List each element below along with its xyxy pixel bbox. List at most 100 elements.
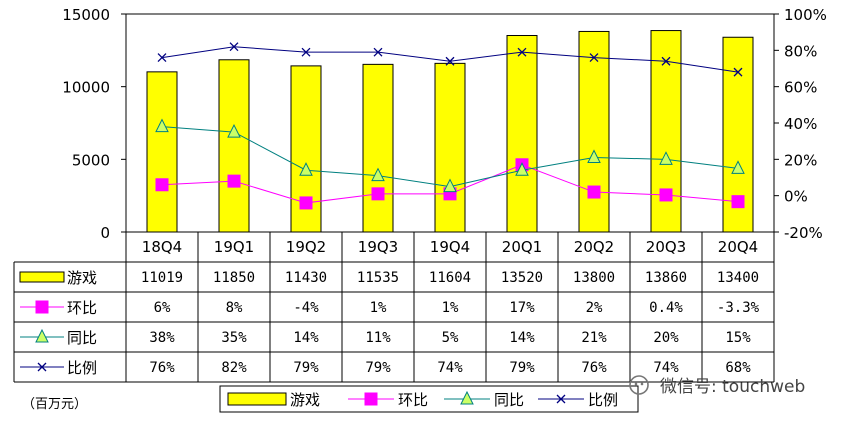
table-cell: 79% — [509, 360, 535, 376]
left-axis-tick-label: 0 — [100, 224, 110, 242]
legend-label-游戏: 游戏 — [290, 391, 320, 409]
point-比例-19Q4 — [445, 56, 455, 66]
bar-19Q4 — [434, 62, 466, 233]
row-key-游戏 — [19, 271, 65, 283]
table-cell: 82% — [221, 360, 247, 376]
table-cell: 38% — [149, 330, 175, 346]
right-axis-tick-label: 0% — [784, 188, 808, 206]
table-cell: 1% — [442, 300, 459, 316]
table-cell: 11019 — [141, 270, 183, 286]
table-cell: 13800 — [573, 270, 615, 286]
right-axis-tick-label: 60% — [784, 79, 817, 97]
point-同比-20Q4 — [731, 160, 745, 174]
legend-key-游戏 — [227, 392, 287, 406]
table-cell: 21% — [581, 330, 607, 346]
bar-19Q3 — [362, 63, 394, 233]
bar-20Q1 — [506, 35, 538, 233]
table-cell: 13520 — [501, 270, 543, 286]
row-label-同比: 同比 — [67, 329, 97, 347]
table-cell: -4% — [293, 300, 319, 316]
table-cell: 74% — [437, 360, 463, 376]
point-环比-19Q1 — [227, 174, 241, 188]
row-label-环比: 环比 — [67, 299, 97, 317]
right-axis-tick-label: 20% — [784, 151, 817, 169]
point-比例-20Q1 — [517, 47, 527, 57]
legend-box — [219, 385, 639, 413]
right-axis-tick-label: 100% — [784, 6, 827, 24]
point-同比-19Q1 — [227, 123, 241, 138]
wechat-icon — [629, 375, 649, 395]
point-比例-19Q2 — [301, 47, 311, 57]
table-cell: 76% — [581, 360, 607, 376]
table-cell: 11430 — [285, 270, 327, 286]
table-cell: 20% — [653, 330, 679, 346]
point-环比-20Q4 — [731, 195, 745, 209]
point-比例-20Q4 — [733, 67, 743, 77]
table-cell: 11850 — [213, 270, 255, 286]
category-label: 19Q3 — [358, 238, 398, 256]
table-cell: 14% — [293, 330, 319, 346]
left-axis-tick-label: 10000 — [62, 79, 110, 97]
point-同比-19Q4 — [443, 178, 457, 193]
point-比例-19Q1 — [229, 42, 239, 52]
category-label: 19Q2 — [286, 238, 326, 256]
point-比例-19Q3 — [373, 47, 383, 57]
right-axis-tick-label: 40% — [784, 115, 817, 133]
point-环比-19Q3 — [371, 187, 385, 201]
table-cell: 0.4% — [649, 300, 683, 316]
row-key-marker-比例 — [37, 362, 47, 372]
category-label: 20Q2 — [574, 238, 614, 256]
table-cell: 2% — [586, 300, 603, 316]
legend-label-环比: 环比 — [398, 391, 428, 409]
point-比例-20Q2 — [589, 53, 599, 63]
point-环比-18Q4 — [155, 178, 169, 192]
table-cell: 8% — [226, 300, 243, 316]
point-比例-20Q3 — [661, 56, 671, 66]
point-同比-18Q4 — [155, 118, 169, 133]
point-环比-20Q3 — [659, 188, 673, 202]
table-cell: 79% — [293, 360, 319, 376]
table-cell: 5% — [442, 330, 459, 346]
row-label-比例: 比例 — [67, 359, 97, 377]
watermark: 微信号: touchweb — [660, 377, 806, 397]
bar-19Q2 — [290, 65, 322, 233]
table-cell: 13860 — [645, 270, 687, 286]
table-cell: 17% — [509, 300, 535, 316]
point-同比-20Q2 — [587, 149, 601, 164]
legend-marker-比例 — [556, 394, 566, 404]
bar-18Q4 — [146, 71, 178, 233]
right-axis-tick-label: 80% — [784, 42, 817, 60]
point-同比-19Q3 — [371, 167, 385, 182]
point-环比-19Q2 — [299, 196, 313, 210]
legend-marker-环比 — [364, 392, 378, 406]
legend-label-同比: 同比 — [494, 391, 524, 409]
unit-label: （百万元） — [22, 397, 88, 412]
table-cell: 14% — [509, 330, 535, 346]
table-cell: 15% — [725, 330, 751, 346]
table-cell: 13400 — [717, 270, 759, 286]
legend-label-比例: 比例 — [588, 391, 618, 409]
legend-marker-同比 — [460, 390, 474, 405]
category-label: 20Q1 — [502, 238, 542, 256]
point-同比-20Q3 — [659, 151, 673, 165]
point-同比-19Q2 — [299, 162, 313, 176]
row-key-marker-环比 — [35, 300, 49, 314]
row-key-marker-同比 — [35, 328, 49, 343]
category-label: 19Q1 — [214, 238, 254, 256]
point-环比-20Q2 — [587, 185, 601, 199]
category-label: 20Q3 — [646, 238, 686, 256]
table-cell: 6% — [154, 300, 171, 316]
right-axis-tick-label: -20% — [784, 224, 823, 242]
table-cell: 74% — [653, 360, 679, 376]
category-label: 19Q4 — [430, 238, 470, 256]
left-axis-tick-label: 5000 — [72, 151, 110, 169]
table-cell: 1% — [370, 300, 387, 316]
table-cell: 79% — [365, 360, 391, 376]
table-cell: 11604 — [429, 270, 471, 286]
table-cell: 11% — [365, 330, 391, 346]
table-cell: 68% — [725, 360, 751, 376]
table-cell: 76% — [149, 360, 175, 376]
table-cell: 35% — [221, 330, 247, 346]
row-label-游戏: 游戏 — [67, 269, 97, 287]
